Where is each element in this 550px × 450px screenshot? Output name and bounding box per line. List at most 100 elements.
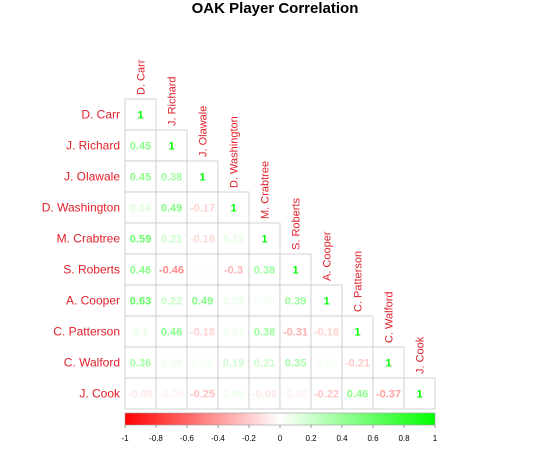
cell-value: 0.08	[223, 389, 244, 401]
heatmap-cell	[403, 377, 436, 410]
cell-value: -0.09	[252, 389, 277, 401]
cell-value: 1	[354, 327, 360, 339]
heatmap-cell	[217, 377, 250, 410]
colorbar-tick-label: -0.8	[149, 434, 163, 443]
heatmap-cell	[310, 284, 343, 317]
cell-value: 1	[168, 141, 174, 153]
cell-value: 0.46	[130, 265, 151, 277]
column-label: J. Olawale	[198, 106, 210, 157]
cell-value: 1	[292, 265, 298, 277]
heatmap-cell	[186, 160, 219, 193]
cell-value: 0.38	[254, 327, 275, 339]
cell-value: 0.45	[130, 172, 151, 184]
cell-value: 1	[230, 203, 236, 215]
column-label: J. Cook	[415, 336, 427, 374]
row-label: J. Olawale	[64, 170, 120, 184]
heatmap-cell	[217, 222, 250, 255]
column-labels: D. Carr J. Richard J. Olawale D. Washington…	[136, 59, 427, 374]
heatmap-cell	[186, 377, 219, 410]
heatmap-cell	[124, 315, 157, 348]
cell-value: -0.31	[283, 327, 308, 339]
cell-value: -0.05	[159, 389, 184, 401]
column-label: D. Carr	[136, 59, 148, 95]
cell-value: 0.35	[285, 358, 306, 370]
cell-value: 0.49	[192, 296, 213, 308]
cell-value: 0.1	[133, 327, 148, 339]
colorbar-tick-label: 1	[433, 434, 438, 443]
heatmap-cell	[124, 346, 157, 379]
cell-value: -0.16	[190, 234, 215, 246]
cell-value: -0.3	[224, 265, 243, 277]
colorbar-tick-label: 0	[278, 434, 283, 443]
colorbar-tick-label: 0.4	[336, 434, 348, 443]
cell-value: 0.63	[130, 296, 151, 308]
heatmap-cell	[248, 377, 281, 410]
colorbar-tick-label: -0.2	[242, 434, 256, 443]
heatmap-cell	[279, 284, 312, 317]
cell-value: 1	[137, 110, 143, 122]
cell-value: 0.14	[130, 203, 152, 215]
cell-value: 0.07	[223, 327, 244, 339]
cell-value: 0.59	[130, 234, 151, 246]
colorbar-tick-label: 0.8	[398, 434, 410, 443]
row-label: C. Patterson	[53, 325, 120, 339]
cell-value: 0.05	[254, 296, 275, 308]
heatmap-cell	[217, 191, 250, 224]
cell-value: -0.22	[314, 389, 339, 401]
cell-value: -0.37	[376, 389, 401, 401]
cell-value: 0.38	[254, 265, 275, 277]
heatmap-cell	[372, 377, 405, 410]
row-labels: D. Carr J. Richard J. Olawale D. Washington…	[42, 108, 121, 401]
column-label: D. Washington	[229, 116, 241, 188]
cell-value: -0.25	[190, 389, 215, 401]
colorbar: -1 -0.8 -0.6 -0.4 -0.2 0 0.2 0.4 0.6 0.8 1	[121, 412, 438, 443]
cell-value: 0.02	[192, 265, 213, 277]
cell-value: 0.46	[347, 389, 368, 401]
heatmap-cell	[217, 253, 250, 286]
heatmap-cell	[248, 253, 281, 286]
row-label: D. Washington	[42, 201, 120, 215]
cell-value: 0.39	[285, 296, 306, 308]
heatmap-cell	[124, 98, 157, 131]
heatmap-cell	[341, 377, 374, 410]
heatmap-cell	[186, 315, 219, 348]
cell-value: 1	[385, 358, 391, 370]
cell-value: -0.18	[314, 327, 339, 339]
cell-value: -0.09	[128, 389, 153, 401]
cell-value: 0.38	[161, 172, 182, 184]
colorbar-gradient	[124, 412, 436, 426]
cell-value: 0.36	[130, 358, 151, 370]
cell-value: -0.18	[190, 327, 215, 339]
column-label: C. Patterson	[353, 251, 365, 312]
column-label: J. Richard	[167, 76, 179, 126]
row-label: C. Walford	[64, 356, 120, 370]
heatmap-cell	[279, 346, 312, 379]
row-label: A. Cooper	[66, 294, 120, 308]
cell-value: 0.46	[161, 327, 182, 339]
cell-value: 0.05	[316, 358, 337, 370]
row-label: D. Carr	[81, 108, 120, 122]
cell-value: 1	[416, 389, 422, 401]
cell-value: 0.22	[161, 296, 182, 308]
row-label: S. Roberts	[63, 263, 120, 277]
heatmap-cell	[155, 222, 188, 255]
row-label: J. Richard	[66, 139, 120, 153]
colorbar-ticks: -1 -0.8 -0.6 -0.4 -0.2 0 0.2 0.4 0.6 0.8 1	[121, 425, 438, 443]
heatmap-cell	[279, 377, 312, 410]
cell-value: 1	[261, 234, 267, 246]
colorbar-tick-label: -1	[121, 434, 129, 443]
cell-value: 0.08	[161, 358, 182, 370]
cell-value: -0.21	[345, 358, 370, 370]
column-label: S. Roberts	[291, 198, 303, 250]
heatmap-cell	[124, 377, 157, 410]
heatmap-cell	[186, 253, 219, 286]
cell-value: -0.46	[159, 265, 184, 277]
heatmap-cell	[155, 191, 188, 224]
cell-value: 0.06	[192, 358, 213, 370]
column-label: C. Walford	[384, 291, 396, 343]
column-label: A. Cooper	[322, 231, 334, 281]
heatmap-cell	[124, 253, 157, 286]
colorbar-tick-label: -0.6	[180, 434, 194, 443]
cell-value: 0.09	[223, 296, 244, 308]
